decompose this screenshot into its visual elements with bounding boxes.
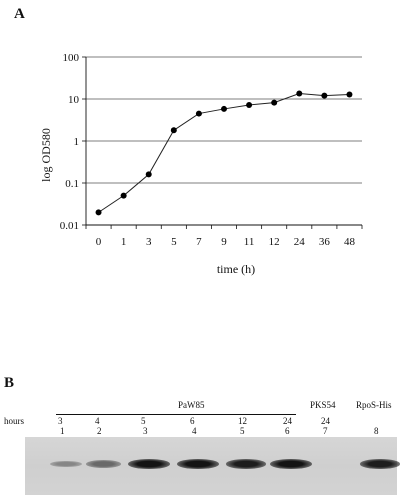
data-point (120, 192, 127, 199)
blot-band (85, 460, 121, 468)
lane-number: 1 (60, 426, 65, 436)
y-tick-label: 0.1 (65, 178, 79, 190)
data-point (246, 101, 253, 108)
x-tick-labels: 0 1 3 5 7 9 11 12 24 36 48 (96, 236, 356, 248)
lane-number: 6 (285, 426, 290, 436)
panel-b-label: B (4, 375, 15, 391)
data-point (346, 91, 353, 98)
x-tick-label: 7 (196, 236, 202, 248)
x-tick-label: 1 (121, 236, 127, 248)
hour-label: 3 (58, 416, 63, 426)
data-point (170, 127, 177, 134)
hour-label: 24 (283, 416, 292, 426)
paw85-bracket (56, 414, 296, 415)
y-tick-label: 1 (74, 136, 80, 148)
data-point (95, 209, 102, 216)
hours-label: hours (4, 416, 24, 426)
data-point (296, 90, 303, 97)
blot-band (49, 460, 83, 468)
lane-number: 8 (374, 426, 379, 436)
rpos-his-label: RpoS-His (356, 400, 392, 410)
blot-band (225, 459, 267, 469)
data-point (195, 110, 202, 117)
paw85-label: PaW85 (178, 400, 205, 410)
hour-label: 6 (190, 416, 195, 426)
x-tick-label: 48 (344, 236, 356, 248)
data-points (95, 90, 353, 216)
x-tick-label: 11 (244, 236, 255, 248)
lane-number: 5 (240, 426, 245, 436)
blot-band (359, 459, 400, 469)
x-tick-label: 24 (294, 236, 306, 248)
axes (82, 56, 363, 229)
x-tick-label: 3 (146, 236, 152, 248)
lane-number: 4 (192, 426, 197, 436)
hour-label: 24 (321, 416, 330, 426)
x-tick-label: 12 (269, 236, 280, 248)
hour-label: 4 (95, 416, 100, 426)
y-tick-label: 100 (63, 52, 80, 64)
x-tick-label: 5 (171, 236, 177, 248)
y-tick-label: 10 (68, 94, 80, 106)
hour-label: 5 (141, 416, 146, 426)
data-point (271, 99, 278, 106)
x-tick-label: 0 (96, 236, 102, 248)
data-point (321, 92, 328, 99)
data-point (145, 171, 152, 178)
blot-band (270, 459, 312, 469)
x-tick-label: 9 (221, 236, 227, 248)
lane-number: 3 (143, 426, 148, 436)
pks54-label: PKS54 (310, 400, 336, 410)
y-tick-labels: 100 10 1 0.1 0.01 (60, 52, 80, 232)
x-axis-title: time (h) (217, 262, 255, 276)
western-blot-image (25, 437, 400, 495)
y-axis-title: log OD580 (39, 128, 53, 182)
lane-number: 2 (97, 426, 102, 436)
blot-band (177, 459, 219, 469)
y-tick-label: 0.01 (60, 220, 79, 232)
gridlines (86, 56, 362, 184)
x-tick-label: 36 (319, 236, 331, 248)
data-point (221, 105, 227, 112)
panel-a-label: A (14, 6, 25, 22)
blot-band (128, 459, 170, 469)
hour-label: 12 (238, 416, 247, 426)
lane-number: 7 (323, 426, 328, 436)
